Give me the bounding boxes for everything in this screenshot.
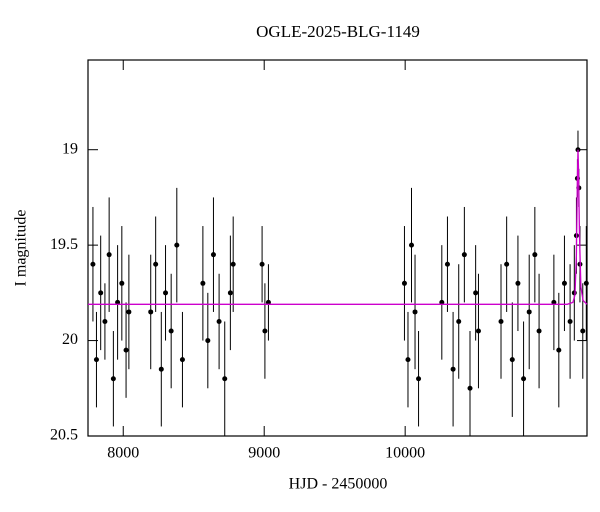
chart-title: OGLE-2025-BLG-1149 — [256, 22, 420, 41]
data-point — [521, 376, 527, 382]
plot-frame — [87, 59, 588, 437]
x-tick-label: 10000 — [385, 445, 425, 462]
data-point — [200, 280, 206, 286]
data-point — [551, 299, 557, 305]
y-tick-label: 19.5 — [50, 236, 78, 253]
data-point — [475, 328, 481, 334]
data-point — [509, 357, 515, 363]
data-point — [580, 328, 586, 334]
data-point — [93, 357, 99, 363]
y-tick-label: 20.5 — [50, 427, 78, 444]
data-point — [405, 357, 411, 363]
data-point — [259, 261, 265, 267]
data-point — [556, 347, 562, 353]
data-point — [179, 357, 185, 363]
data-point — [265, 299, 271, 305]
data-point — [450, 366, 456, 372]
data-point — [222, 376, 228, 382]
data-point — [571, 290, 577, 296]
data-point — [168, 328, 174, 334]
x-axis-label: HJD - 2450000 — [289, 476, 388, 493]
data-point — [412, 309, 418, 315]
data-point — [115, 299, 121, 305]
data-point — [467, 385, 473, 391]
data-point — [498, 318, 504, 324]
data-point — [416, 376, 422, 382]
data-point — [158, 366, 164, 372]
data-point — [409, 242, 415, 248]
data-point — [583, 280, 589, 286]
data-point — [504, 261, 510, 267]
data-point — [473, 290, 479, 296]
data-point — [102, 318, 108, 324]
data-point — [123, 347, 129, 353]
data-point — [126, 309, 132, 315]
data-point — [110, 376, 116, 382]
data-point — [401, 280, 407, 286]
data-point — [216, 318, 222, 324]
data-point — [262, 328, 268, 334]
data-point — [90, 261, 96, 267]
data-point — [561, 280, 567, 286]
data-point — [230, 261, 236, 267]
data-point — [444, 261, 450, 267]
data-point — [456, 318, 462, 324]
data-point — [153, 261, 159, 267]
data-point — [227, 290, 233, 296]
data-point — [532, 252, 538, 258]
data-point — [205, 338, 211, 344]
y-tick-label: 20 — [62, 331, 78, 348]
y-axis-label: I magnitude — [13, 210, 30, 287]
data-point — [98, 290, 104, 296]
data-point — [461, 252, 467, 258]
data-point — [567, 318, 573, 324]
data-point — [106, 252, 112, 258]
data-point — [163, 290, 169, 296]
data-point — [536, 328, 542, 334]
x-tick-label: 9000 — [248, 445, 280, 462]
data-point — [515, 280, 521, 286]
model-curve — [88, 149, 588, 305]
data-point — [119, 280, 125, 286]
data-point — [210, 252, 216, 258]
data-point — [174, 242, 180, 248]
y-tick-label: 19 — [62, 140, 78, 157]
x-tick-label: 8000 — [107, 445, 139, 462]
data-point — [526, 309, 532, 315]
data-point — [439, 299, 445, 305]
data-point — [148, 309, 154, 315]
